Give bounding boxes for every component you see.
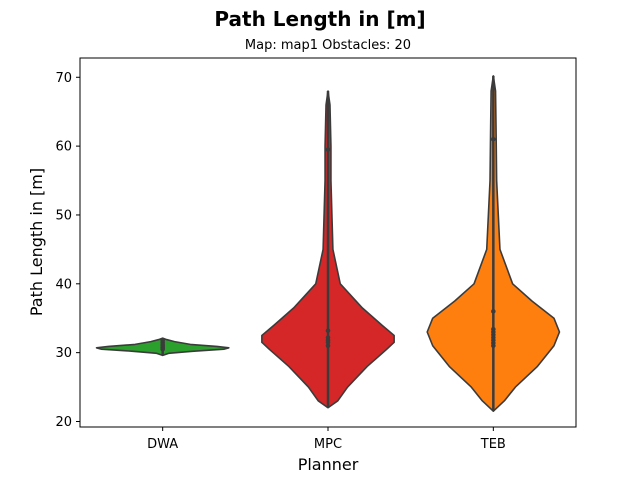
x-tick-label-mpc: MPC — [314, 437, 342, 452]
violin-mpc-point-4 — [325, 328, 331, 333]
y-tick-label-30: 30 — [55, 346, 72, 361]
violin-mpc-point-0 — [325, 343, 331, 349]
violin-teb-point-8 — [491, 136, 496, 142]
x-tick-label-teb: TEB — [480, 437, 506, 452]
y-tick-label-40: 40 — [55, 277, 72, 292]
y-axis: 20 30 40 50 60 70 — [55, 71, 80, 430]
y-tick-label-60: 60 — [55, 140, 72, 155]
chart-subtitle: Map: map1 Obstacles: 20 — [245, 38, 411, 53]
violin-dwa-point-6 — [160, 337, 165, 343]
violins-layer — [95, 75, 561, 412]
violin-mpc-point-3 — [325, 335, 331, 340]
chart-title: Path Length in [m] — [214, 7, 425, 31]
violin-teb-point-7 — [491, 309, 496, 314]
y-tick-label-50: 50 — [55, 208, 72, 223]
y-tick-label-20: 20 — [55, 415, 72, 430]
y-tick-label-70: 70 — [55, 71, 72, 86]
x-axis: DWA MPC TEB — [147, 427, 506, 452]
x-axis-label: Planner — [298, 455, 359, 474]
violin-dwa — [95, 337, 230, 357]
violin-teb-point-6 — [491, 326, 496, 332]
y-axis-label: Path Length in [m] — [27, 168, 46, 316]
x-tick-label-dwa: DWA — [147, 437, 178, 452]
violin-mpc — [261, 90, 395, 409]
violin-teb — [426, 75, 561, 412]
violin-mpc-point-5 — [325, 147, 331, 152]
